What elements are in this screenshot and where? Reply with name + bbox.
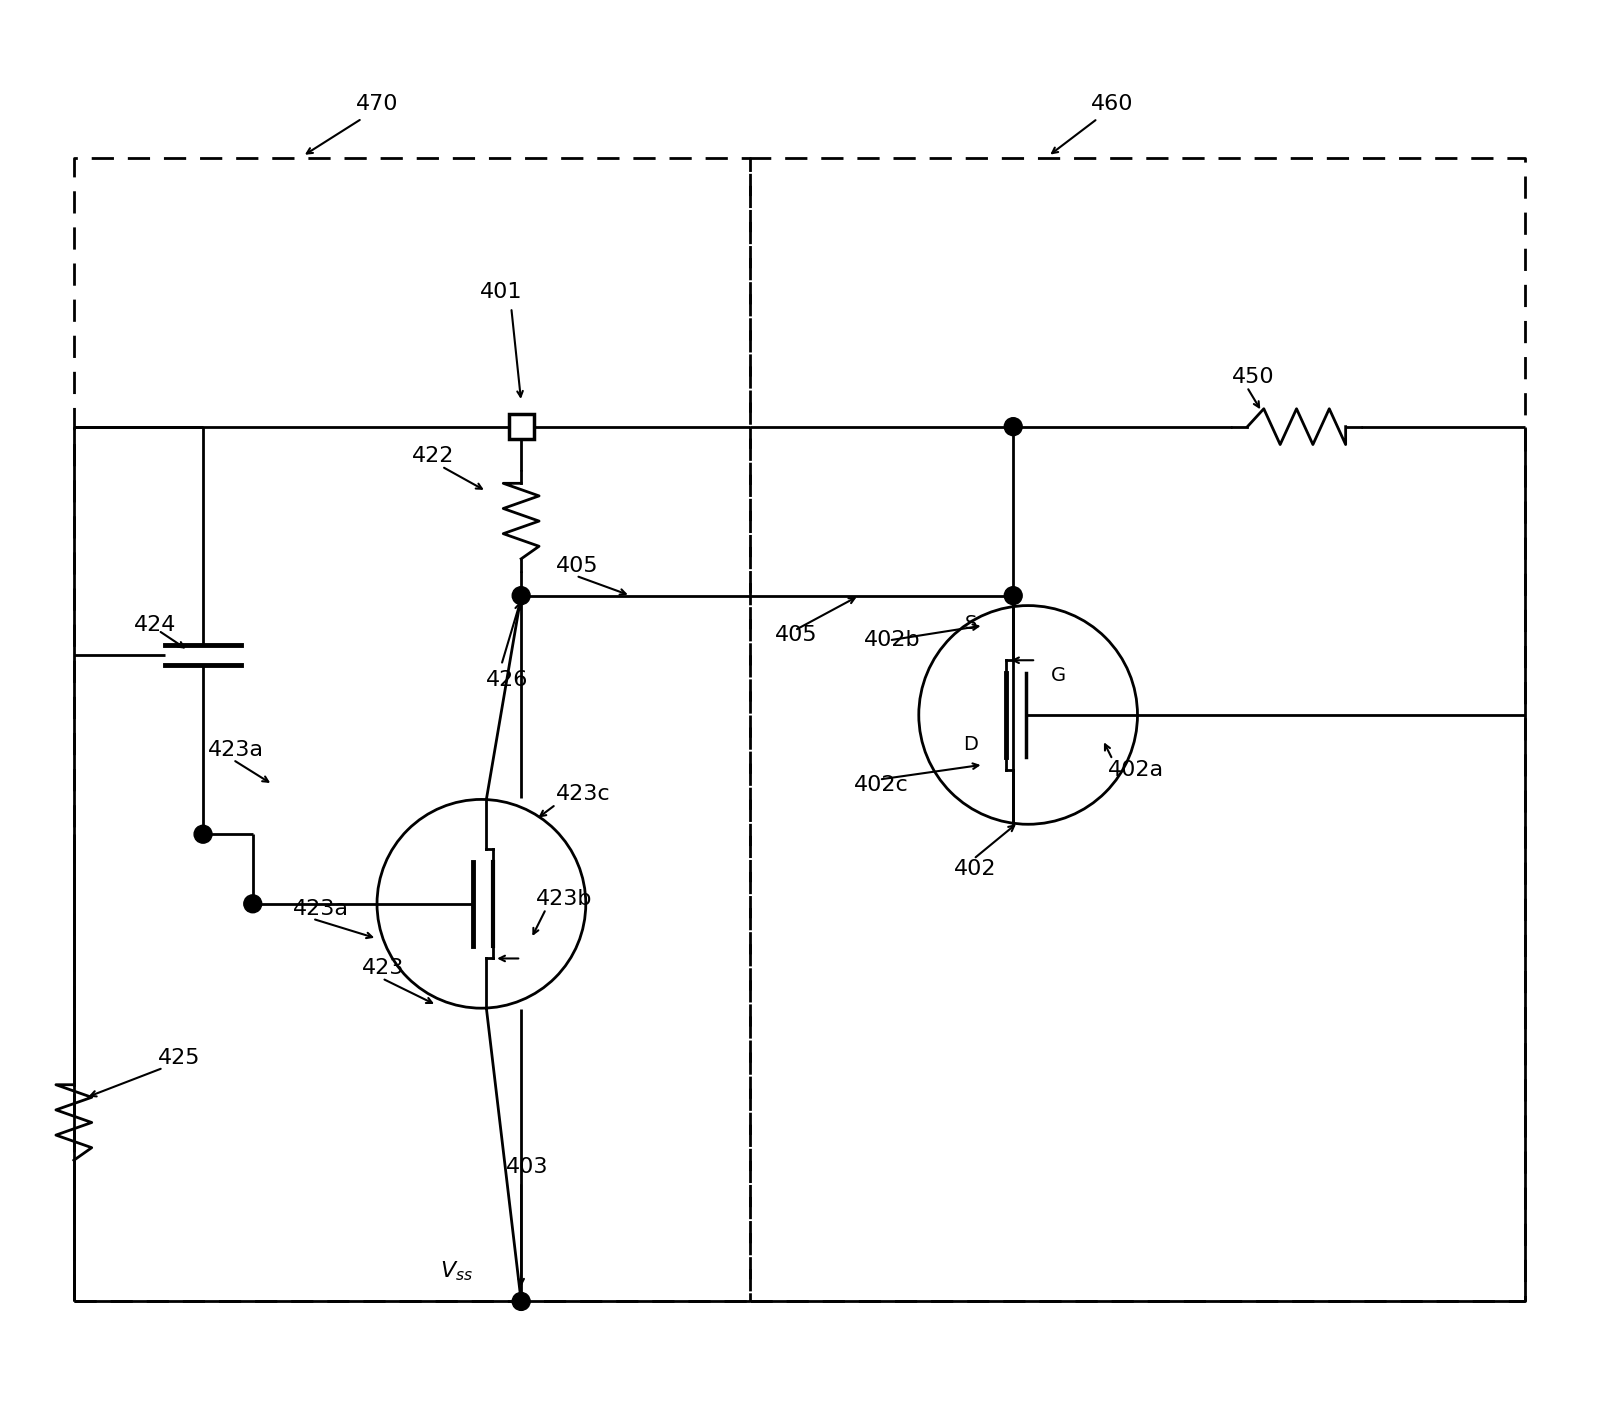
Text: 424: 424 [133, 615, 176, 635]
Text: 426: 426 [486, 670, 529, 690]
Text: 423b: 423b [536, 889, 593, 909]
Circle shape [193, 825, 213, 843]
Text: S: S [964, 614, 977, 634]
Circle shape [1004, 417, 1022, 436]
Text: 403: 403 [507, 1158, 548, 1177]
Text: 405: 405 [556, 556, 598, 576]
Circle shape [512, 1293, 531, 1311]
Text: 402c: 402c [854, 774, 908, 794]
Bar [508, 414, 534, 440]
Text: 402: 402 [953, 858, 996, 880]
Text: 405: 405 [774, 625, 817, 645]
Text: 402a: 402a [1108, 760, 1164, 780]
Text: 402b: 402b [863, 631, 921, 651]
Text: $V_{ss}$: $V_{ss}$ [440, 1260, 473, 1283]
Text: 470: 470 [355, 94, 398, 114]
Text: 401: 401 [480, 282, 523, 302]
Text: 423: 423 [361, 958, 405, 978]
Circle shape [1004, 587, 1022, 604]
Text: 460: 460 [1092, 94, 1134, 114]
Text: 425: 425 [158, 1048, 201, 1068]
Text: G: G [1051, 666, 1065, 684]
Text: 423c: 423c [556, 784, 611, 805]
Text: 423a: 423a [208, 739, 264, 760]
Circle shape [243, 895, 262, 913]
Circle shape [512, 587, 531, 604]
Text: D: D [963, 735, 979, 754]
Text: 423a: 423a [293, 899, 349, 919]
Text: 450: 450 [1231, 367, 1274, 386]
Text: 422: 422 [413, 447, 454, 466]
